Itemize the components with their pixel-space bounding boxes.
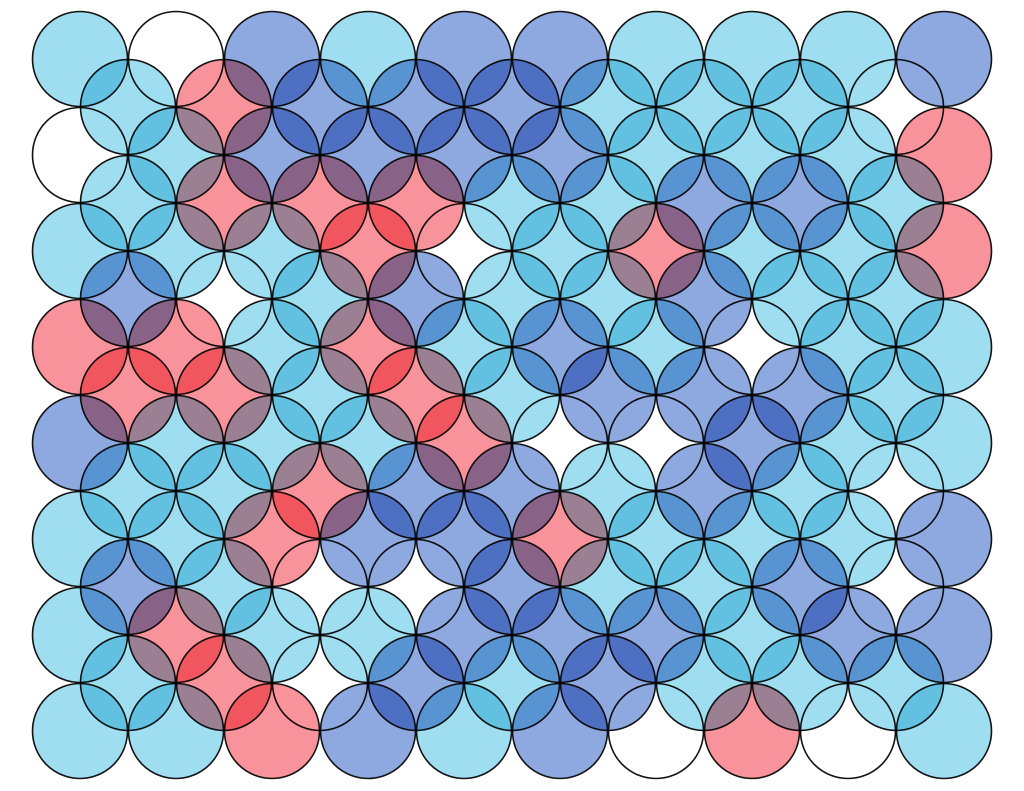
inner-disc-blue[interactable]	[367, 442, 465, 540]
inner-disc-red[interactable]	[175, 634, 273, 732]
inner-disc-light-blue[interactable]	[559, 538, 657, 636]
inner-disc-light-blue[interactable]	[79, 154, 177, 252]
inner-disc-layer	[79, 58, 945, 732]
inner-disc-blue[interactable]	[367, 634, 465, 732]
inner-disc-light-blue[interactable]	[847, 346, 945, 444]
inner-disc-light-blue[interactable]	[79, 58, 177, 156]
inner-disc-red[interactable]	[271, 154, 369, 252]
inner-disc-blue[interactable]	[271, 58, 369, 156]
inner-disc-light-blue[interactable]	[751, 250, 849, 348]
inner-disc-blue[interactable]	[751, 154, 849, 252]
inner-disc-blue[interactable]	[463, 538, 561, 636]
inner-disc-light-blue[interactable]	[847, 250, 945, 348]
inner-disc-light-blue[interactable]	[463, 634, 561, 732]
inner-disc-blue[interactable]	[463, 442, 561, 540]
inner-disc-white[interactable]	[175, 250, 273, 348]
inner-disc-red[interactable]	[271, 442, 369, 540]
inner-disc-light-blue[interactable]	[175, 538, 273, 636]
inner-disc-red[interactable]	[367, 154, 465, 252]
inner-disc-blue[interactable]	[655, 250, 753, 348]
inner-disc-white[interactable]	[847, 58, 945, 156]
inner-disc-light-blue[interactable]	[751, 442, 849, 540]
inner-disc-light-blue[interactable]	[751, 634, 849, 732]
inner-disc-red[interactable]	[175, 58, 273, 156]
inner-disc-light-blue[interactable]	[655, 634, 753, 732]
inner-disc-light-blue[interactable]	[175, 442, 273, 540]
inner-disc-white[interactable]	[847, 442, 945, 540]
inner-disc-blue[interactable]	[79, 538, 177, 636]
inner-disc-light-blue[interactable]	[847, 634, 945, 732]
inner-disc-white[interactable]	[271, 538, 369, 636]
inner-disc-blue[interactable]	[655, 154, 753, 252]
inner-disc-blue[interactable]	[655, 346, 753, 444]
inner-disc-light-blue[interactable]	[559, 442, 657, 540]
inner-disc-light-blue[interactable]	[463, 346, 561, 444]
inner-disc-light-blue[interactable]	[847, 154, 945, 252]
inner-disc-blue[interactable]	[463, 58, 561, 156]
inner-disc-light-blue[interactable]	[559, 250, 657, 348]
inner-disc-light-blue[interactable]	[271, 346, 369, 444]
inner-disc-light-blue[interactable]	[79, 442, 177, 540]
inner-disc-light-blue[interactable]	[559, 154, 657, 252]
inner-disc-light-blue[interactable]	[751, 58, 849, 156]
inner-disc-blue[interactable]	[79, 250, 177, 348]
inner-disc-red[interactable]	[79, 346, 177, 444]
inner-disc-light-blue[interactable]	[655, 58, 753, 156]
inner-disc-blue[interactable]	[751, 538, 849, 636]
inner-disc-light-blue[interactable]	[559, 58, 657, 156]
inner-disc-blue[interactable]	[367, 58, 465, 156]
inner-disc-light-blue[interactable]	[79, 634, 177, 732]
inner-disc-red[interactable]	[175, 154, 273, 252]
inner-disc-blue[interactable]	[559, 634, 657, 732]
inner-disc-blue[interactable]	[559, 346, 657, 444]
inner-disc-light-blue[interactable]	[463, 154, 561, 252]
inner-disc-light-blue[interactable]	[655, 538, 753, 636]
inner-disc-red[interactable]	[367, 346, 465, 444]
inner-disc-white[interactable]	[847, 538, 945, 636]
inner-disc-light-blue[interactable]	[271, 250, 369, 348]
inner-disc-white[interactable]	[271, 634, 369, 732]
inner-disc-red[interactable]	[175, 346, 273, 444]
inner-disc-blue[interactable]	[655, 442, 753, 540]
inner-disc-light-blue[interactable]	[463, 250, 561, 348]
inner-disc-blue[interactable]	[367, 250, 465, 348]
inner-disc-white[interactable]	[367, 538, 465, 636]
inner-disc-blue[interactable]	[751, 346, 849, 444]
